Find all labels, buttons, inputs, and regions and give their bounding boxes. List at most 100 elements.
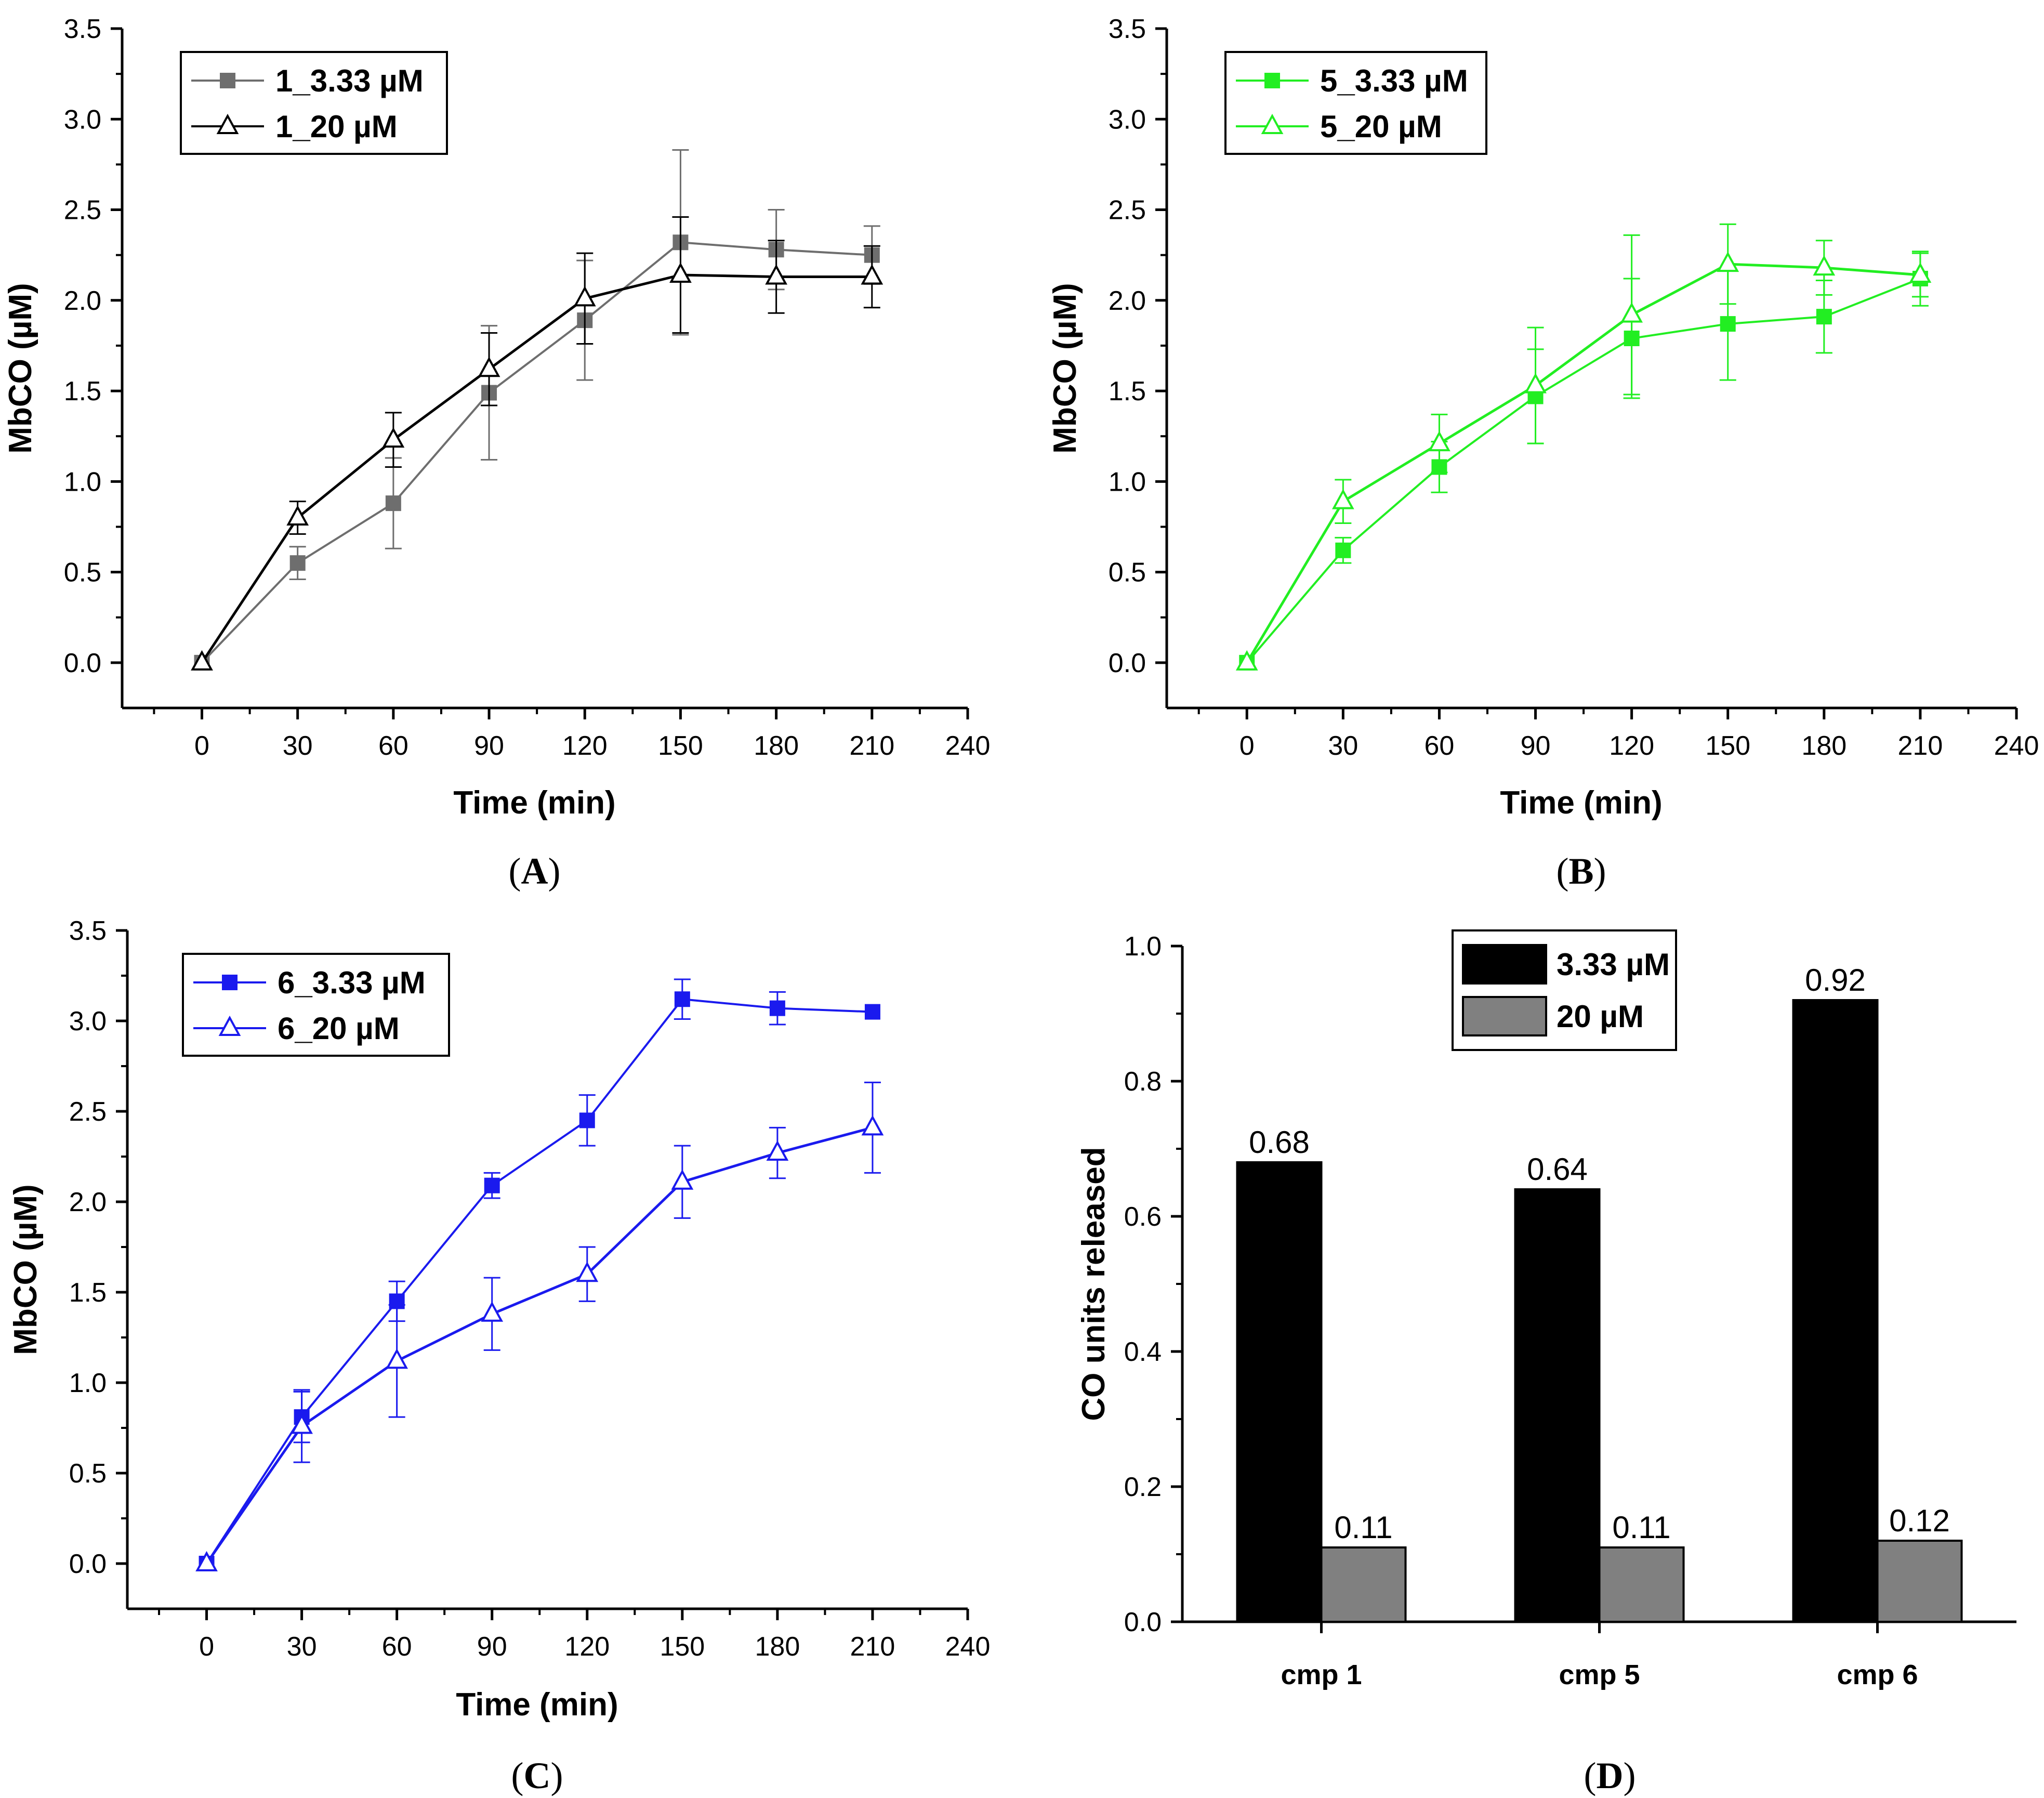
legend-marker bbox=[222, 975, 238, 990]
y-tick-label: 3.0 bbox=[64, 104, 101, 135]
legend-marker bbox=[1264, 73, 1280, 88]
data-point bbox=[576, 1262, 599, 1282]
x-tick-label: 210 bbox=[849, 731, 894, 761]
legend-label: 1_20 µM bbox=[275, 109, 398, 144]
bar-value-label: 0.68 bbox=[1249, 1125, 1310, 1160]
data-point bbox=[1816, 309, 1832, 325]
series-1 bbox=[194, 149, 880, 671]
x-tick-label: 120 bbox=[562, 731, 608, 761]
series-line bbox=[201, 241, 872, 664]
category-label: cmp 6 bbox=[1837, 1659, 1918, 1690]
panel-letter: D bbox=[1597, 1755, 1624, 1796]
y-tick-label: 3.5 bbox=[69, 916, 107, 946]
panel-a: 0.0 0.5 1.0 1.5 2.0 2.5 3.0 3.5 0 30 60 90 120 150 180… bbox=[3, 14, 990, 892]
y-axis-title: MbCO (µM) bbox=[3, 283, 38, 453]
data-point bbox=[195, 1551, 218, 1571]
data-point bbox=[484, 1177, 500, 1193]
x-tick-label: 180 bbox=[1801, 731, 1847, 761]
bar-value-label: 0.12 bbox=[1889, 1503, 1950, 1538]
x-tick-label: 0 bbox=[199, 1632, 214, 1662]
legend-label: 5_20 µM bbox=[1320, 109, 1442, 144]
data-point bbox=[478, 357, 500, 377]
bar bbox=[1320, 1546, 1407, 1623]
x-tick-label: 30 bbox=[287, 1632, 317, 1662]
legend-label: 1_3.33 µM bbox=[275, 63, 424, 98]
legend-marker bbox=[1261, 113, 1284, 134]
x-axis-title: Time (min) bbox=[1500, 785, 1662, 821]
y-tick-label: 1.0 bbox=[1124, 931, 1162, 962]
bar bbox=[1514, 1188, 1601, 1623]
data-point bbox=[671, 1169, 694, 1190]
panel-label: (B) bbox=[1557, 850, 1606, 892]
y-tick-label: 2.5 bbox=[1109, 195, 1146, 226]
legend-box bbox=[182, 953, 450, 1057]
x-tick-label: 210 bbox=[1898, 731, 1943, 761]
panel-label: (D) bbox=[1584, 1755, 1636, 1796]
x-axis-title: Time (min) bbox=[453, 785, 615, 821]
x-tick-label: 180 bbox=[754, 731, 799, 761]
panel-label: (C) bbox=[511, 1755, 563, 1796]
data-point bbox=[766, 1140, 789, 1161]
x-tick-label: 210 bbox=[850, 1632, 895, 1662]
x-tick-label: 240 bbox=[1994, 731, 2039, 761]
x-tick-label: 90 bbox=[477, 1632, 507, 1662]
y-tick-label: 0.0 bbox=[64, 648, 101, 678]
y-tick-label: 0.0 bbox=[69, 1549, 107, 1579]
legend-label: 6_3.33 µM bbox=[278, 965, 426, 1000]
legend-label: 6_20 µM bbox=[278, 1011, 400, 1046]
x-tick-label: 240 bbox=[945, 1632, 991, 1662]
series-line bbox=[1246, 278, 1921, 664]
x-axis-title: Time (min) bbox=[456, 1687, 618, 1723]
y-tick-label: 1.0 bbox=[1109, 467, 1146, 497]
data-point bbox=[1813, 255, 1836, 276]
y-axis-title: MbCO (µM) bbox=[8, 1184, 44, 1355]
data-point bbox=[289, 555, 306, 571]
x-tick-label: 120 bbox=[564, 1632, 610, 1662]
data-point bbox=[861, 264, 883, 285]
x-tick-label: 60 bbox=[382, 1632, 412, 1662]
legend-label: 5_3.33 µM bbox=[1320, 63, 1468, 98]
y-tick-label: 0.6 bbox=[1124, 1202, 1162, 1232]
y-tick-label: 0.0 bbox=[1109, 648, 1146, 678]
x-tick-label: 180 bbox=[755, 1632, 800, 1662]
data-point bbox=[1331, 489, 1354, 509]
x-tick-label: 90 bbox=[1521, 731, 1551, 761]
x-tick-label: 150 bbox=[658, 731, 703, 761]
legend-marker bbox=[220, 73, 235, 88]
y-tick-label: 0.5 bbox=[1109, 558, 1146, 588]
panel-c: 0.0 0.5 1.0 1.5 2.0 2.5 3.0 3.5 0 30 60 90 120 150 180… bbox=[8, 916, 990, 1796]
panel-d: 0.0 0.2 0.4 0.6 0.8 1.0 CO units released cmp 1… bbox=[1076, 929, 2016, 1796]
legend-swatch bbox=[1462, 944, 1547, 985]
bar bbox=[1598, 1546, 1685, 1623]
data-point bbox=[674, 991, 690, 1007]
series-2 bbox=[191, 216, 883, 671]
y-tick-label: 1.0 bbox=[64, 467, 101, 497]
bar-value-label: 0.11 bbox=[1334, 1510, 1392, 1545]
series-line bbox=[1246, 263, 1921, 664]
data-point bbox=[1720, 316, 1736, 332]
legend-box bbox=[1224, 51, 1487, 155]
data-point bbox=[481, 1301, 504, 1322]
data-point bbox=[769, 1000, 785, 1016]
series-2 bbox=[1235, 223, 1932, 671]
y-tick-label: 3.0 bbox=[69, 1006, 107, 1036]
category-label: cmp 1 bbox=[1281, 1659, 1362, 1690]
x-tick-label: 150 bbox=[1705, 731, 1750, 761]
y-tick-label: 0.5 bbox=[69, 1459, 107, 1489]
y-tick-label: 1.5 bbox=[64, 376, 101, 406]
x-tick-label: 30 bbox=[283, 731, 313, 761]
panel-letter: C bbox=[524, 1755, 551, 1796]
y-tick-label: 0.5 bbox=[64, 558, 101, 588]
data-point bbox=[864, 1004, 880, 1020]
legend: 6_3.33 µM 6_20 µM bbox=[182, 953, 450, 1057]
y-tick-label: 0.0 bbox=[1124, 1607, 1162, 1637]
y-tick-label: 2.5 bbox=[69, 1097, 107, 1127]
legend: 1_3.33 µM 1_20 µM bbox=[180, 51, 448, 155]
y-tick-label: 3.0 bbox=[1109, 104, 1146, 135]
panel-label: (A) bbox=[509, 850, 561, 892]
data-point bbox=[1909, 262, 1932, 283]
y-tick-label: 1.5 bbox=[69, 1278, 107, 1308]
x-tick-label: 0 bbox=[194, 731, 209, 761]
bar-value-label: 0.64 bbox=[1527, 1152, 1588, 1187]
